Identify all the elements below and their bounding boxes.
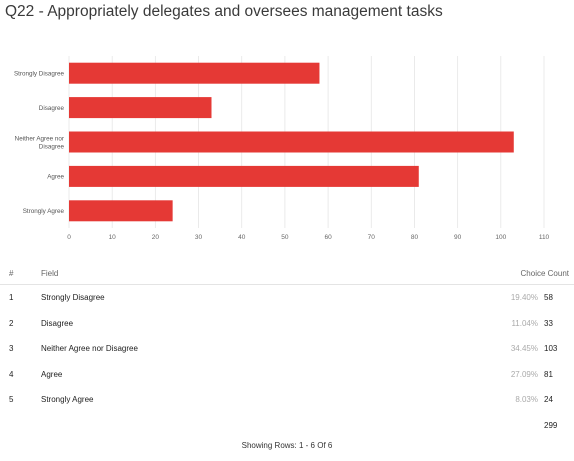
rows-footer: Showing Rows: 1 - 6 Of 6 <box>241 441 333 450</box>
row-index: 4 <box>9 369 14 379</box>
table-row: 2 Disagree 11.04% 33 <box>0 311 574 337</box>
category-labels: Strongly Disagree Disagree Neither Agree n… <box>14 71 65 216</box>
bar-neither-agree-nor-disagree <box>69 131 514 153</box>
row-percent: 8.03% <box>515 395 538 405</box>
category-label: Agree <box>47 174 64 181</box>
category-label: Neither Agree nor Disagree <box>15 136 65 151</box>
row-count: 58 <box>544 293 553 303</box>
x-tick-label: 40 <box>238 234 246 241</box>
row-field: Agree <box>41 369 63 379</box>
category-label: Disagree <box>39 105 65 112</box>
category-label: Strongly Agree <box>23 208 65 215</box>
row-count: 33 <box>544 318 553 328</box>
row-percent: 19.40% <box>510 293 538 303</box>
header-choice-count: Choice Count <box>478 262 574 285</box>
table-header-row: # Field Choice Count <box>0 262 574 285</box>
table-row: 3 Neither Agree nor Disagree 34.45% 103 <box>0 336 574 362</box>
row-index: 3 <box>9 344 14 354</box>
row-field: Strongly Disagree <box>41 293 105 303</box>
bar-disagree <box>69 97 212 119</box>
row-count: 24 <box>544 395 553 405</box>
chart-title: Q22 - Appropriately delegates and overse… <box>5 3 443 20</box>
x-tick-label: 60 <box>324 234 332 241</box>
header-index: # <box>0 262 41 285</box>
row-field: Disagree <box>41 318 74 328</box>
row-index: 2 <box>9 318 14 328</box>
row-percent: 27.09% <box>510 369 538 379</box>
row-index: 1 <box>9 293 14 303</box>
chart-bars <box>69 62 514 222</box>
bar-agree <box>69 165 419 187</box>
category-label: Strongly Disagree <box>14 71 65 78</box>
row-count: 81 <box>544 369 553 379</box>
bar-strongly-agree <box>69 200 173 222</box>
x-axis-tick-labels: 0 10 20 30 40 50 60 70 80 90 100 110 <box>67 234 549 241</box>
total-count: 299 <box>544 421 558 430</box>
header-field: Field <box>41 262 478 285</box>
row-field: Strongly Agree <box>41 395 94 405</box>
x-tick-label: 10 <box>109 234 117 241</box>
row-percent: 11.04% <box>511 318 538 328</box>
table-row: 5 Strongly Agree 8.03% 24 <box>0 387 574 413</box>
x-tick-label: 20 <box>152 234 160 241</box>
x-tick-label: 90 <box>454 234 462 241</box>
table-row: 1 Strongly Disagree 19.40% 58 <box>0 285 574 311</box>
row-field: Neither Agree nor Disagree <box>41 344 138 354</box>
table-row: 4 Agree 27.09% 81 <box>0 362 574 388</box>
x-tick-label: 0 <box>67 234 71 241</box>
row-index: 5 <box>9 395 14 405</box>
x-tick-label: 30 <box>195 234 203 241</box>
row-percent: 34.45% <box>510 344 538 354</box>
x-tick-label: 50 <box>281 234 289 241</box>
table-total-row: 299 <box>0 413 574 439</box>
bar-chart: Strongly Disagree Disagree Neither Agree n… <box>14 56 550 241</box>
x-tick-label: 110 <box>539 234 550 241</box>
results-table: # Field Choice Count 1 Strongly Disagree 1… <box>0 262 574 439</box>
bar-strongly-disagree <box>69 62 320 84</box>
x-tick-label: 70 <box>368 234 376 241</box>
x-tick-label: 100 <box>495 234 506 241</box>
row-count: 103 <box>544 344 558 354</box>
x-tick-label: 80 <box>411 234 419 241</box>
